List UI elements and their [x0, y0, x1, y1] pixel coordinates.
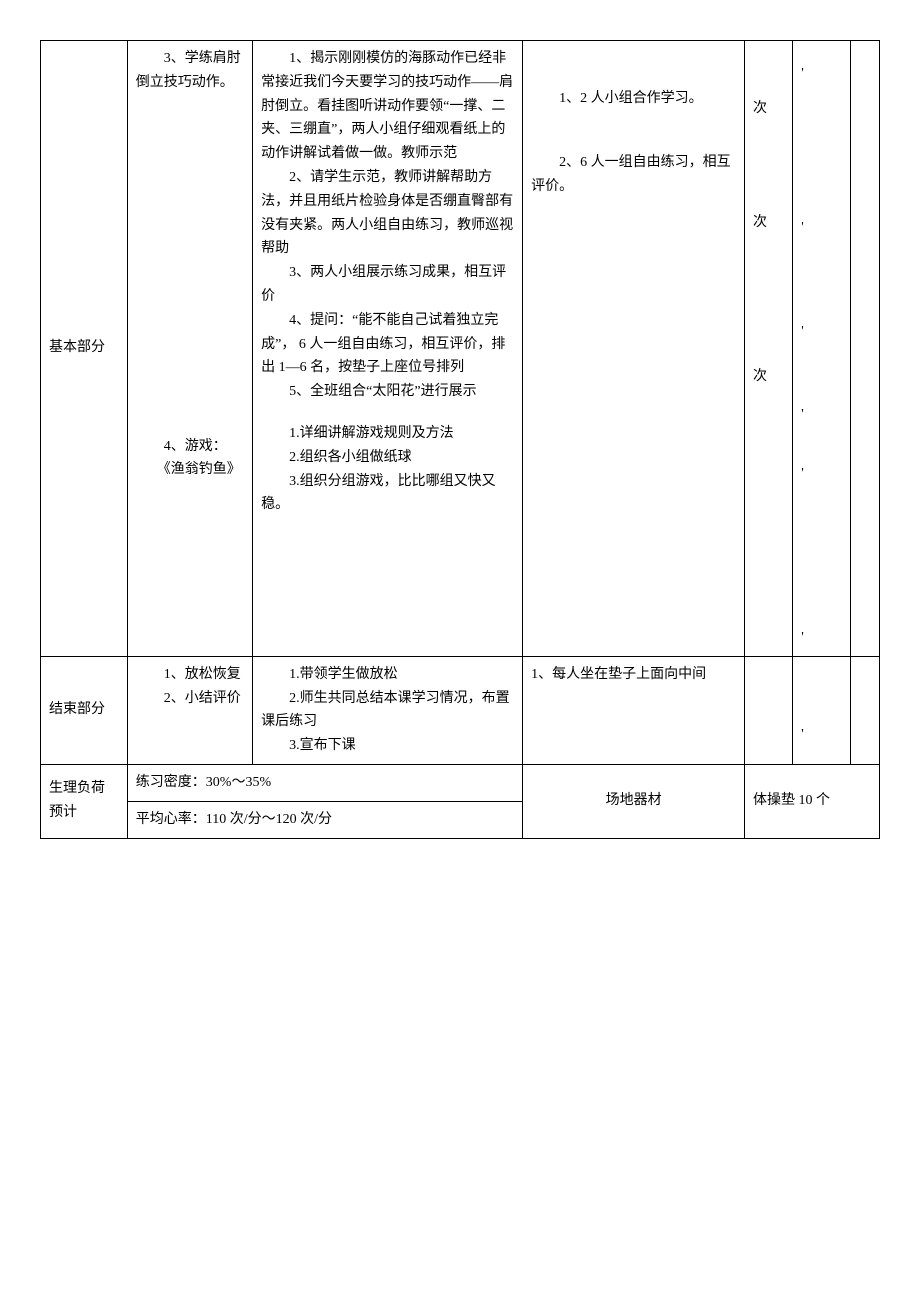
teacher-p2: 2、请学生示范，教师讲解帮助方法，并且用纸片检验身体是否绷直臀部有没有夹紧。两人… — [261, 166, 514, 261]
end-student-cell: 1、每人坐在垫子上面向中间 — [523, 656, 745, 764]
time-t6: ' — [801, 626, 842, 650]
physio-title: 生理负荷预计 — [49, 781, 105, 820]
physio-heartrate: 平均心率：110 次/分～120 次/分 — [136, 812, 332, 827]
physio-density: 练习密度：30%～35% — [136, 775, 271, 790]
venue-label-cell: 场地器材 — [523, 764, 745, 838]
basic-time-cell: ' ' ' ' ' ' — [793, 41, 851, 657]
student-s2: 2、6 人一组自由练习，相互评价。 — [531, 151, 736, 199]
venue-value-cell: 体操垫 10 个 — [744, 764, 879, 838]
content-item3: 3、学练肩肘倒立技巧动作。 — [136, 47, 244, 95]
teacher-g1: 1.详细讲解游戏规则及方法 — [261, 422, 514, 446]
time-t2: ' — [801, 216, 842, 240]
basic-content-cell: 3、学练肩肘倒立技巧动作。 4、游戏： 《渔翁钓鱼》 — [127, 41, 252, 657]
basic-count-cell: 次 次 次 — [744, 41, 792, 657]
time-t3: ' — [801, 320, 842, 344]
basic-teacher-cell: 1、揭示刚刚模仿的海豚动作已经非常接近我们今天要学习的技巧动作——肩肘倒立。看挂… — [253, 41, 523, 657]
count-c3: 次 — [753, 365, 784, 389]
teacher-p5: 5、全班组合“太阳花”进行展示 — [261, 380, 514, 404]
student-s1: 1、2 人小组合作学习。 — [531, 87, 736, 111]
basic-title-cell: 基本部分 — [41, 41, 128, 657]
end-section-row: 结束部分 1、放松恢复 2、小结评价 1.带领学生做放松 2.师生共同总结本课学… — [41, 656, 880, 764]
time-t4: ' — [801, 403, 842, 427]
end-e1: 1.带领学生做放松 — [261, 663, 514, 687]
venue-value: 体操垫 10 个 — [753, 793, 830, 808]
end-title-cell: 结束部分 — [41, 656, 128, 764]
basic-extra-cell — [851, 41, 880, 657]
teacher-g3: 3.组织分组游戏，比比哪组又快又稳。 — [261, 470, 514, 518]
end-e3: 3.宣布下课 — [261, 734, 514, 758]
end-extra-cell — [851, 656, 880, 764]
end-s1: 1、每人坐在垫子上面向中间 — [531, 663, 736, 687]
end-item2: 2、小结评价 — [136, 687, 244, 711]
end-count-cell — [744, 656, 792, 764]
teacher-p1: 1、揭示刚刚模仿的海豚动作已经非常接近我们今天要学习的技巧动作——肩肘倒立。看挂… — [261, 47, 514, 166]
physio-density-cell: 练习密度：30%～35% — [127, 764, 522, 801]
lesson-plan-table: 基本部分 3、学练肩肘倒立技巧动作。 4、游戏： 《渔翁钓鱼》 1、揭示刚刚模仿… — [40, 40, 880, 839]
end-time: ' — [801, 723, 842, 747]
venue-label: 场地器材 — [606, 793, 662, 808]
count-c1: 次 — [753, 97, 784, 121]
basic-student-cell: 1、2 人小组合作学习。 2、6 人一组自由练习，相互评价。 — [523, 41, 745, 657]
time-t1: ' — [801, 62, 842, 86]
basic-section-row: 基本部分 3、学练肩肘倒立技巧动作。 4、游戏： 《渔翁钓鱼》 1、揭示刚刚模仿… — [41, 41, 880, 657]
physio-title-cell: 生理负荷预计 — [41, 764, 128, 838]
physio-row-1: 生理负荷预计 练习密度：30%～35% 场地器材 体操垫 10 个 — [41, 764, 880, 801]
basic-title: 基本部分 — [49, 340, 105, 355]
end-teacher-cell: 1.带领学生做放松 2.师生共同总结本课学习情况，布置课后练习 3.宣布下课 — [253, 656, 523, 764]
teacher-g2: 2.组织各小组做纸球 — [261, 446, 514, 470]
end-time-cell: ' — [793, 656, 851, 764]
end-content-cell: 1、放松恢复 2、小结评价 — [127, 656, 252, 764]
content-item4-line1: 4、游戏： — [136, 435, 244, 459]
teacher-p3: 3、两人小组展示练习成果，相互评价 — [261, 261, 514, 309]
count-c2: 次 — [753, 211, 784, 235]
time-t5: ' — [801, 462, 842, 486]
end-item1: 1、放松恢复 — [136, 663, 244, 687]
end-e2: 2.师生共同总结本课学习情况，布置课后练习 — [261, 687, 514, 735]
teacher-p4: 4、提问：“能不能自己试着独立完成”， 6 人一组自由练习，相互评价，排出 1—… — [261, 309, 514, 380]
end-title: 结束部分 — [49, 702, 105, 717]
physio-heartrate-cell: 平均心率：110 次/分～120 次/分 — [127, 801, 522, 838]
content-item4-line2: 《渔翁钓鱼》 — [136, 458, 244, 482]
